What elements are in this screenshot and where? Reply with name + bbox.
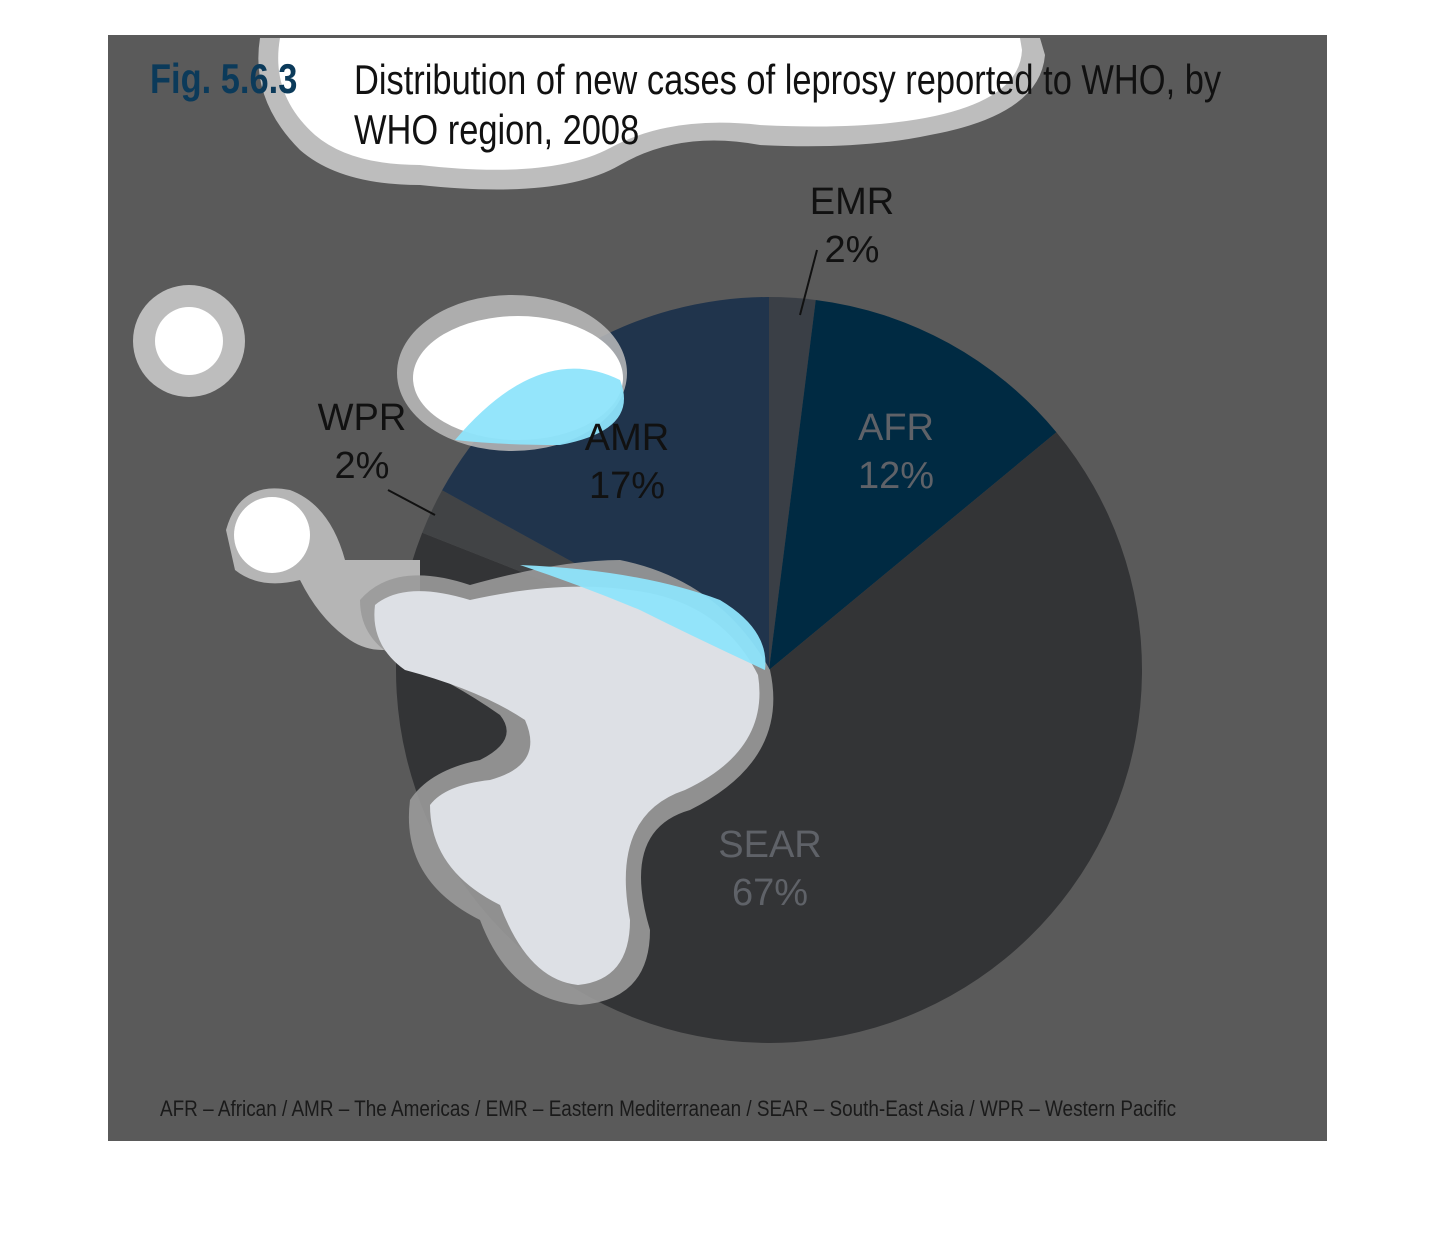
- label-afr-percent: 12%: [858, 455, 934, 497]
- pie-slice-emr: [769, 297, 816, 670]
- label-wpr-name: WPR: [318, 397, 407, 439]
- label-sear-percent: 67%: [732, 872, 808, 914]
- wpr-leader-line: [387, 489, 436, 516]
- figure-title: Distribution of new cases of leprosy rep…: [354, 56, 1222, 153]
- label-emr-percent: 2%: [825, 229, 880, 271]
- overlay-blobs: [133, 285, 774, 1005]
- label-amr-name: AMR: [585, 417, 669, 459]
- title-cloud: [258, 38, 1045, 190]
- label-wpr-percent: 2%: [335, 445, 390, 487]
- region-abbreviation-footnote: AFR – African / AMR – The Americas / EMR…: [160, 1096, 1177, 1121]
- emr-leader-line: [799, 249, 818, 316]
- label-sear-name: SEAR: [718, 824, 821, 866]
- slice-labels: EMR 2% AFR 12% SEAR 67% WPR 2% AMR 17%: [318, 181, 934, 914]
- label-amr-percent: 17%: [589, 465, 665, 507]
- pie-slice-afr: [769, 299, 1057, 670]
- label-emr-name: EMR: [810, 181, 894, 223]
- label-afr-name: AFR: [858, 407, 934, 449]
- figure-number: Fig. 5.6.3: [150, 55, 298, 102]
